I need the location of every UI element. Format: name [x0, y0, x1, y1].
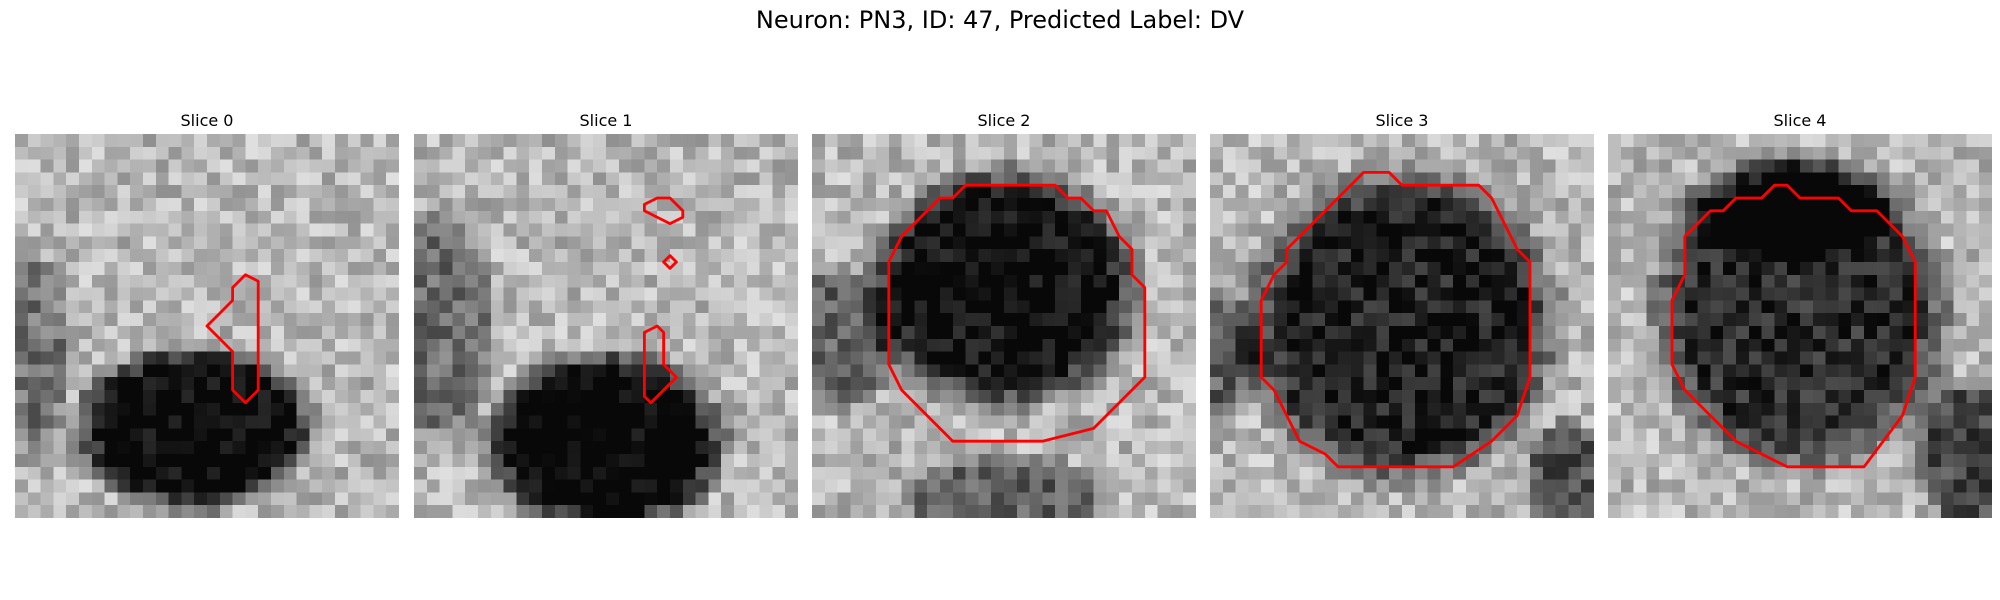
slice-panel-0: Slice 0	[15, 108, 399, 518]
slice-title: Slice 3	[1210, 108, 1594, 134]
slice-image-1	[414, 134, 798, 518]
slice-title: Slice 4	[1608, 108, 1992, 134]
slice-image-0	[15, 134, 399, 518]
slice-image-2	[812, 134, 1196, 518]
slice-panel-4: Slice 4	[1608, 108, 1992, 518]
slice-image-3	[1210, 134, 1594, 518]
slice-title: Slice 2	[812, 108, 1196, 134]
slice-title: Slice 0	[15, 108, 399, 134]
figure-title: Neuron: PN3, ID: 47, Predicted Label: DV	[0, 6, 2000, 34]
slice-panel-2: Slice 2	[812, 108, 1196, 518]
slice-image-4	[1608, 134, 1992, 518]
slice-title: Slice 1	[414, 108, 798, 134]
slice-panel-3: Slice 3	[1210, 108, 1594, 518]
slice-panel-1: Slice 1	[414, 108, 798, 518]
